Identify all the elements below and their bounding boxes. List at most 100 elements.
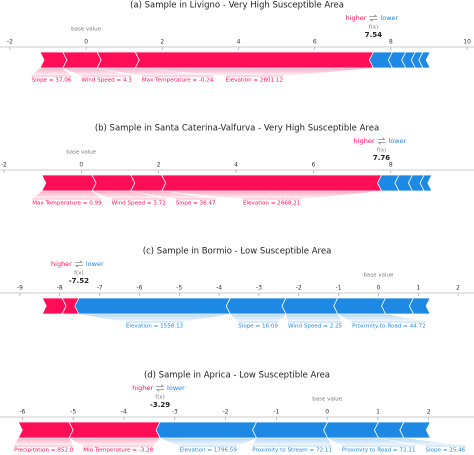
direction-icon — [377, 137, 386, 145]
fx-value: -3.29 — [150, 401, 170, 409]
feature-label: Proximity to Road = 44.72 — [352, 324, 426, 330]
lower-label: lower — [86, 260, 104, 268]
x-tick-label: -1 — [336, 285, 342, 292]
label-connector — [327, 438, 416, 446]
higher-label: higher — [132, 384, 153, 392]
x-tick-label: 4 — [234, 162, 238, 169]
base-value-label: base value — [71, 27, 101, 33]
force-segment — [225, 297, 287, 315]
x-tick-label: 2 — [160, 39, 164, 46]
x-tick-label: -1 — [273, 409, 279, 416]
x-tick-label: -5 — [70, 409, 76, 416]
direction-icon — [74, 260, 83, 268]
force-segment — [130, 174, 167, 192]
force-segment — [323, 421, 380, 439]
higher-label: higher — [346, 14, 367, 22]
lower-label: lower — [167, 384, 185, 392]
x-tick-label: 10 — [463, 39, 471, 46]
x-tick-label: 1 — [376, 409, 380, 416]
feature-label: Proximity to Road = 72.11 — [342, 448, 416, 454]
feature-label: Wind Speed = 2.25 — [288, 324, 343, 330]
label-connector — [161, 191, 382, 199]
force-segment — [409, 297, 431, 315]
x-tick-label: 0 — [376, 285, 380, 292]
label-layer: Elevation = 1558.13 Slope = 16.09 Wind Spe… — [78, 314, 426, 330]
feature-label: Max Temperature = 0.99 — [32, 201, 102, 207]
label-connector — [285, 314, 343, 322]
x-tick-label: 0 — [79, 162, 83, 169]
label-layer: Precipitation = 852.0 Min Temperature = -… — [14, 438, 466, 454]
force-segment — [62, 51, 102, 69]
fx-label: f(x) — [377, 148, 386, 154]
x-tick-label: 2 — [456, 285, 460, 292]
fx-label: f(x) — [74, 271, 83, 277]
lower-label: lower — [389, 137, 407, 145]
x-tick-label: -4 — [216, 285, 222, 292]
x-tick-label: -6 — [19, 409, 25, 416]
x-tick-label: -4 — [121, 409, 127, 416]
fx-value: 7.54 — [365, 31, 382, 39]
force-segment — [161, 174, 386, 192]
label-connector — [130, 191, 216, 199]
x-tick-label: 4 — [237, 39, 241, 46]
x-tick-label: -5 — [176, 285, 182, 292]
label-connector — [337, 314, 426, 322]
force-segment — [41, 174, 97, 192]
fx-label: f(x) — [369, 25, 378, 31]
x-tick-label: -9 — [17, 285, 23, 292]
x-tick-label: -2 — [296, 285, 302, 292]
feature-label: Wind Speed = 4.3 — [81, 78, 132, 84]
feature-label: Elevation = 2668.21 — [243, 201, 301, 207]
x-tick-label: 2 — [427, 409, 431, 416]
x-tick-label: 8 — [389, 39, 393, 46]
force-segment — [39, 51, 68, 69]
x-tick-label: -2 — [7, 39, 13, 46]
x-tick-label: 0 — [84, 39, 88, 46]
label-layer: Max Temperature = 0.99 Wind Speed = 3.72 S… — [32, 191, 382, 207]
base-value-label: base value — [66, 150, 96, 156]
force-segment — [96, 51, 140, 69]
feature-label: Elevation = 1796.59 — [180, 448, 238, 454]
x-tick-label: -3 — [172, 409, 178, 416]
force-segment — [399, 421, 431, 439]
base-value-label: base value — [312, 397, 342, 403]
feature-label: Proximity to Stream = 72.11 — [252, 448, 332, 454]
label-connector — [62, 68, 132, 76]
force-segment — [381, 297, 415, 315]
panel-title: (a) Sample in Livigno - Very High Suscep… — [130, 1, 344, 11]
force-segment — [17, 421, 74, 439]
feature-label: Slope = 16.09 — [238, 324, 278, 330]
feature-label: Min Temperature = -3.28 — [83, 448, 153, 454]
force-segment — [41, 297, 67, 315]
force-segment — [333, 297, 387, 315]
label-connector — [31, 68, 72, 76]
feature-label: Slope = 25.46 — [426, 448, 466, 454]
x-tick-label: -2 — [1, 162, 7, 169]
force-segment — [155, 421, 258, 439]
force-segment — [252, 421, 329, 439]
fx-value: 7.76 — [373, 154, 390, 162]
base-value-label: base value — [363, 273, 393, 279]
lower-label: lower — [380, 14, 398, 22]
force-segment — [418, 51, 431, 69]
force-segment — [134, 51, 378, 69]
feature-label: Slope = 36.47 — [176, 201, 216, 207]
panel-title: (d) Sample in Aprica - Low Susceptible A… — [144, 371, 330, 381]
x-tick-label: -8 — [57, 285, 63, 292]
label-connector — [32, 191, 102, 199]
label-connector — [97, 68, 214, 76]
label-layer: Slope = 37.06 Wind Speed = 4.3 Max Tempera… — [31, 68, 374, 84]
direction-icon — [155, 384, 165, 392]
direction-icon — [369, 14, 378, 22]
label-connector — [135, 68, 374, 76]
feature-label: Precipitation = 852.0 — [14, 448, 74, 454]
feature-label: Elevation = 1558.13 — [126, 324, 184, 330]
label-connector — [160, 438, 257, 446]
x-tick-label: 6 — [313, 39, 317, 46]
feature-label: Elevation = 2801.12 — [226, 78, 283, 84]
label-connector — [14, 438, 74, 446]
x-tick-label: 6 — [312, 162, 316, 169]
higher-label: higher — [51, 260, 72, 268]
panel-title: (c) Sample in Bormio - Low Susceptible A… — [143, 247, 332, 257]
force-segment — [74, 297, 231, 315]
